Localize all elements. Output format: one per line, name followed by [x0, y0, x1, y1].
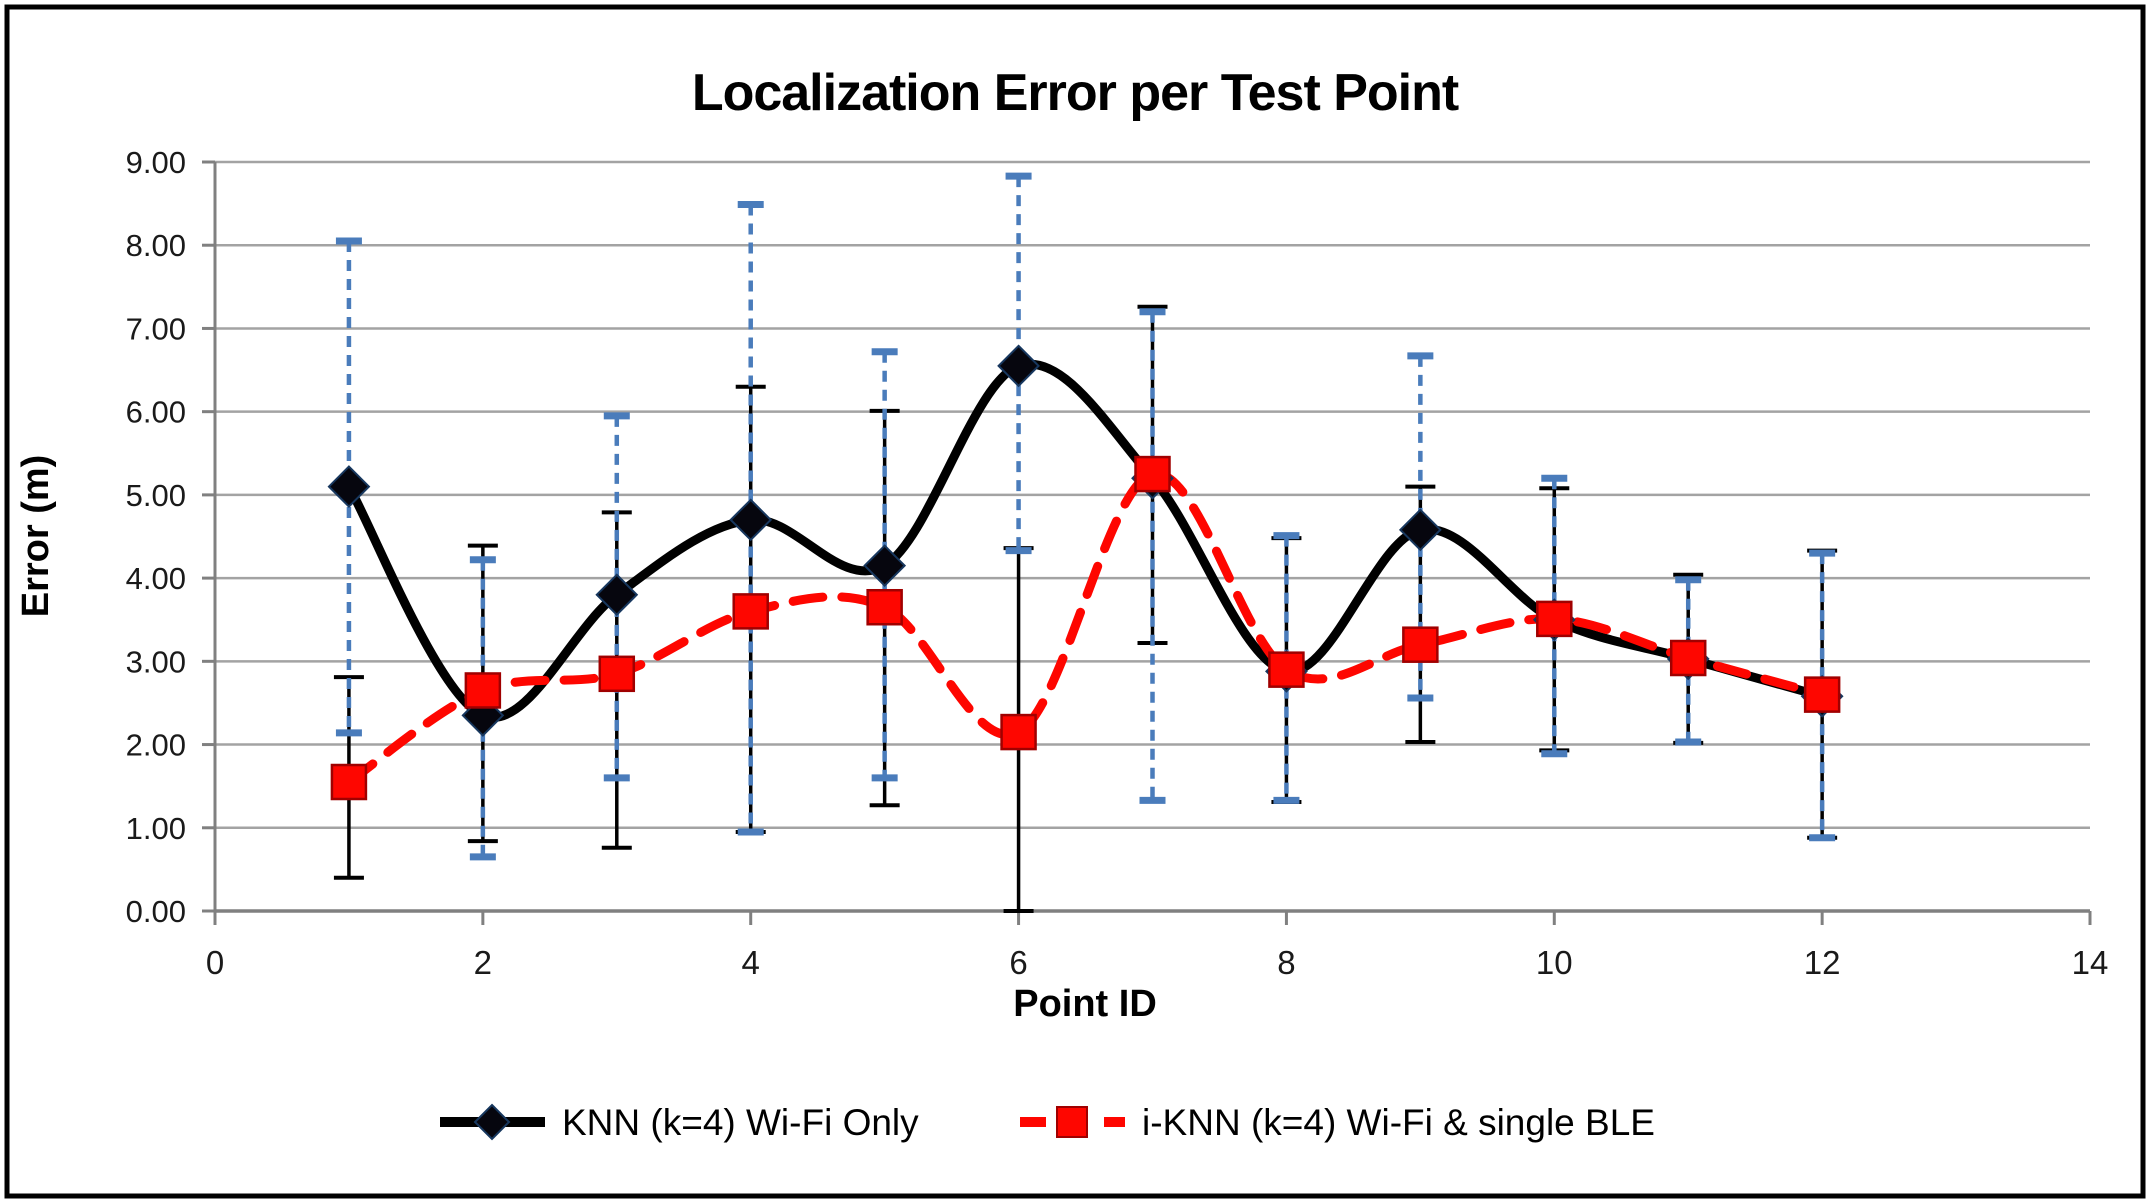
x-tick-label: 14 [2072, 944, 2109, 981]
data-point-square [1669, 639, 1707, 677]
data-point-diamond [327, 465, 371, 508]
data-point-diamond [729, 498, 773, 542]
y-tick-label: 3.00 [126, 644, 186, 679]
data-point-square [598, 655, 636, 693]
legend-label: i-KNN (k=4) Wi-Fi & single BLE [1142, 1102, 1655, 1143]
data-point-square [1536, 600, 1573, 638]
x-tick-label: 10 [1536, 944, 1573, 981]
data-point-diamond [1398, 508, 1442, 552]
y-tick-label: 2.00 [126, 728, 186, 763]
y-tick-label: 7.00 [126, 311, 186, 346]
x-tick-label: 6 [1009, 944, 1027, 981]
data-point-square [1134, 455, 1171, 493]
data-point-square [1803, 676, 1841, 713]
chart-outer-border [4, 4, 2146, 1199]
y-axis-title: Error (m) [15, 455, 57, 618]
legend-marker-square [1056, 1106, 1088, 1138]
data-point-diamond [863, 544, 907, 588]
series-markers [327, 344, 1844, 801]
data-point-square [1000, 713, 1037, 751]
data-point-square [732, 593, 769, 630]
y-tick-label: 0.00 [126, 894, 186, 929]
data-point-square [464, 672, 502, 709]
legend: KNN (k=4) Wi-Fi Only i-KNN (k=4) Wi-Fi & … [440, 1102, 1655, 1143]
data-point-square [330, 763, 368, 801]
y-tick-label: 5.00 [126, 478, 186, 513]
chart-title: Localization Error per Test Point [692, 64, 1459, 122]
legend-label: KNN (k=4) Wi-Fi Only [562, 1102, 919, 1143]
axes [202, 160, 2092, 925]
y-tick-label: 8.00 [126, 228, 186, 263]
data-point-square [1402, 626, 1439, 663]
y-tick-label: 9.00 [126, 145, 186, 180]
y-tick-label: 1.00 [126, 811, 186, 846]
x-tick-label: 0 [206, 944, 224, 981]
legend-marker-diamond [473, 1103, 511, 1141]
x-tick-label: 12 [1804, 944, 1841, 981]
data-point-square [1268, 651, 1305, 688]
tick-labels: 0.00 1.00 2.00 3.00 4.00 5.00 6.00 7.00 8.00 9.00… [126, 145, 2109, 981]
x-tick-label: 4 [742, 944, 760, 981]
y-tick-label: 4.00 [126, 561, 186, 596]
x-tick-label: 2 [474, 944, 492, 981]
data-point-diamond [595, 573, 639, 617]
y-tick-label: 6.00 [126, 395, 186, 430]
x-tick-label: 8 [1277, 944, 1295, 981]
data-point-square [866, 588, 903, 626]
data-point-diamond [997, 344, 1040, 388]
legend-item-iknn: i-KNN (k=4) Wi-Fi & single BLE [1020, 1102, 1655, 1143]
legend-item-knn: KNN (k=4) Wi-Fi Only [440, 1102, 919, 1143]
x-axis-title: Point ID [1013, 983, 1157, 1025]
